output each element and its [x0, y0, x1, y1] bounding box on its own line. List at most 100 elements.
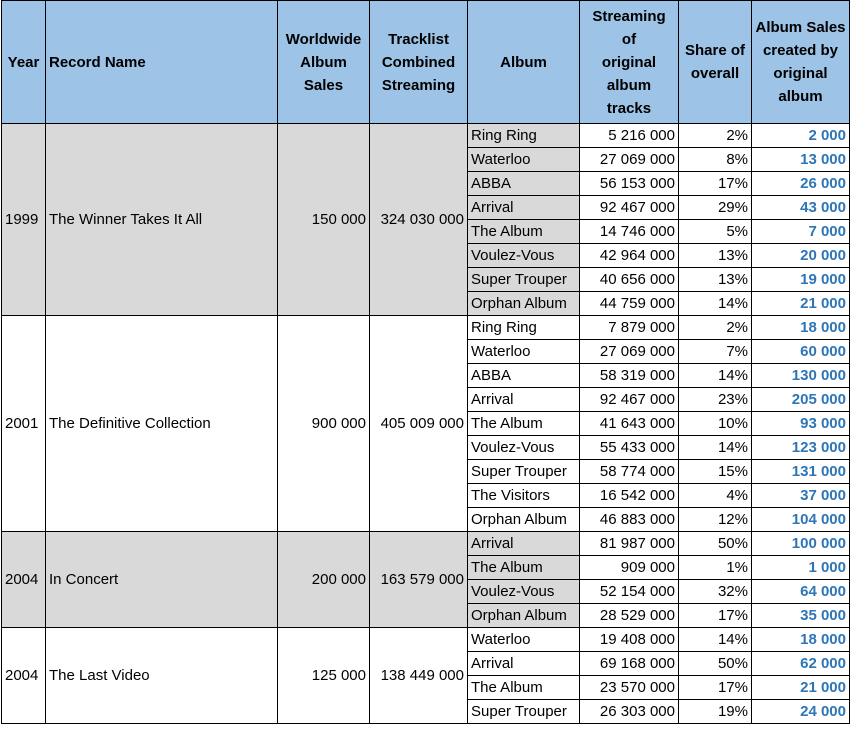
album-cell: Arrival	[467, 387, 580, 412]
album-sales-cell: 18 000	[751, 627, 850, 652]
share-cell: 17%	[678, 171, 752, 196]
album-sales-cell: 104 000	[751, 507, 850, 532]
streaming-cell: 92 467 000	[579, 387, 679, 412]
share-cell: 12%	[678, 507, 752, 532]
album-sales-cell: 37 000	[751, 483, 850, 508]
album-sales-cell: 93 000	[751, 411, 850, 436]
header-line: of	[621, 30, 637, 48]
streaming-cell: 41 643 000	[579, 411, 679, 436]
worldwide-sales-cell: 900 000	[277, 315, 370, 532]
streaming-cell: 92 467 000	[579, 195, 679, 220]
year-cell: 2004	[1, 531, 46, 628]
album-sales-cell: 24 000	[751, 699, 850, 724]
header-line: original	[601, 53, 657, 71]
header-share-overall: Share of overall	[678, 0, 752, 124]
header-line: Streaming	[592, 7, 666, 25]
album-cell: The Album	[467, 411, 580, 436]
year-cell: 2004	[1, 627, 46, 724]
header-line: Streaming	[381, 76, 456, 94]
table-row: The Album 909 000 1% 1 000	[2, 555, 850, 580]
streaming-cell: 58 774 000	[579, 459, 679, 484]
album-cell: Ring Ring	[467, 315, 580, 340]
album-cell: Voulez-Vous	[467, 579, 580, 604]
share-cell: 13%	[678, 243, 752, 268]
table-row: Super Trouper 26 303 000 19% 24 000	[2, 699, 850, 724]
table-row: Waterloo 27 069 000 8% 13 000	[2, 147, 850, 172]
header-line: Combined	[381, 53, 456, 71]
worldwide-sales-cell: 150 000	[277, 123, 370, 316]
header-tracklist-streaming: Tracklist Combined Streaming	[369, 0, 468, 124]
album-cell: Super Trouper	[467, 459, 580, 484]
share-cell: 50%	[678, 651, 752, 676]
streaming-cell: 23 570 000	[579, 675, 679, 700]
header-line: Share of	[684, 42, 745, 59]
table-row: 1999 The Winner Takes It All 150 000 324 03…	[1, 123, 850, 316]
header-streaming-original: Streaming of original album tracks	[579, 0, 679, 124]
streaming-cell: 44 759 000	[579, 291, 679, 316]
table-row: Orphan Album 46 883 000 12% 104 000	[2, 507, 850, 532]
streaming-cell: 55 433 000	[579, 435, 679, 460]
album-sales-cell: 1 000	[751, 555, 850, 580]
table-row: 2001 The Definitive Collection 900 000 405 …	[1, 315, 850, 532]
header-line: Tracklist	[388, 30, 449, 48]
share-cell: 5%	[678, 219, 752, 244]
album-sales-cell: 43 000	[751, 195, 850, 220]
table-row: Arrival 92 467 000 23% 205 000	[2, 387, 850, 412]
album-sales-cell: 20 000	[751, 243, 850, 268]
share-cell: 14%	[678, 363, 752, 388]
streaming-cell: 46 883 000	[579, 507, 679, 532]
tracklist-streaming-cell: 405 009 000	[369, 315, 468, 532]
album-sales-cell: 21 000	[751, 291, 850, 316]
album-cell: Arrival	[467, 651, 580, 676]
album-sales-cell: 130 000	[751, 363, 850, 388]
share-cell: 29%	[678, 195, 752, 220]
album-cell: The Album	[467, 219, 580, 244]
share-cell: 17%	[678, 675, 752, 700]
share-cell: 19%	[678, 699, 752, 724]
share-cell: 17%	[678, 603, 752, 628]
share-cell: 14%	[678, 627, 752, 652]
header-album: Album	[467, 0, 580, 124]
table-body: 1999 The Winner Takes It All 150 000 324 03…	[1, 123, 850, 724]
album-cell: Super Trouper	[467, 267, 580, 292]
album-cell: The Visitors	[467, 483, 580, 508]
header-line: Album	[300, 53, 347, 71]
album-cell: ABBA	[467, 363, 580, 388]
worldwide-sales-cell: 125 000	[277, 627, 370, 724]
header-year: Year	[1, 0, 46, 124]
album-cell: Super Trouper	[467, 699, 580, 724]
album-sales-cell: 131 000	[751, 459, 850, 484]
table-row: The Visitors 16 542 000 4% 37 000	[2, 483, 850, 508]
album-sales-cell: 60 000	[751, 339, 850, 364]
tracklist-streaming-cell: 138 449 000	[369, 627, 468, 724]
header-line: album	[778, 88, 823, 105]
table-row: Super Trouper 40 656 000 13% 19 000	[2, 267, 850, 292]
share-cell: 15%	[678, 459, 752, 484]
table-row: Arrival 69 168 000 50% 62 000	[2, 651, 850, 676]
streaming-cell: 5 216 000	[579, 123, 679, 148]
table-row: 2004 The Last Video 125 000 138 449 000 Wate…	[1, 627, 850, 724]
album-sales-cell: 26 000	[751, 171, 850, 196]
table-row: The Album 23 570 000 17% 21 000	[2, 675, 850, 700]
album-sales-cell: 35 000	[751, 603, 850, 628]
album-cell: Waterloo	[467, 339, 580, 364]
tracklist-streaming-cell: 163 579 000	[369, 531, 468, 628]
year-cell: 2001	[1, 315, 46, 532]
header-line: tracks	[606, 99, 652, 117]
album-cell: Ring Ring	[467, 123, 580, 148]
streaming-cell: 52 154 000	[579, 579, 679, 604]
table-row: Super Trouper 58 774 000 15% 131 000	[2, 459, 850, 484]
header-line: album	[606, 76, 652, 94]
album-sales-cell: 2 000	[751, 123, 850, 148]
header-line: original	[773, 65, 828, 82]
share-cell: 7%	[678, 339, 752, 364]
header-line: Sales	[303, 76, 344, 94]
album-cell: Voulez-Vous	[467, 435, 580, 460]
header-row: Year Record Name Worldwide Album Sales T…	[1, 0, 850, 124]
album-cell: Waterloo	[467, 627, 580, 652]
worldwide-sales-cell: 200 000	[277, 531, 370, 628]
album-sales-cell: 21 000	[751, 675, 850, 700]
streaming-cell: 69 168 000	[579, 651, 679, 676]
album-cell: Voulez-Vous	[467, 243, 580, 268]
